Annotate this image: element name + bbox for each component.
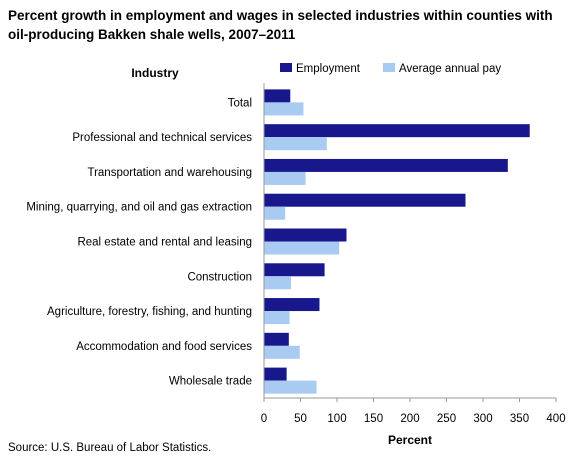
legend-swatch-employment: [280, 63, 292, 72]
category-label: Wholesale trade: [169, 376, 252, 388]
bar-pay-2: [264, 171, 306, 185]
bar-employment-3: [264, 193, 466, 207]
bar-employment-7: [264, 332, 289, 346]
bar-employment-1: [264, 124, 530, 138]
bar-pay-3: [264, 206, 286, 220]
category-label: Agriculture, forestry, fishing, and hunt…: [47, 306, 252, 318]
x-tick-label: 100: [327, 413, 346, 425]
category-label: Construction: [187, 271, 252, 283]
x-tick-label: 250: [437, 413, 456, 425]
x-tick-label: 350: [510, 413, 529, 425]
category-labels: Total Professional and technical services…: [26, 97, 252, 387]
x-axis: 0 50 100 150 200 250 300 350 400: [261, 83, 566, 425]
bar-pay-4: [264, 241, 340, 255]
x-tick-label: 50: [294, 413, 307, 425]
y-axis-title: Industry: [131, 66, 179, 80]
bar-employment-8: [264, 367, 287, 381]
bar-pay-1: [264, 137, 327, 151]
bar-pay-7: [264, 345, 300, 359]
x-tick-label: 200: [400, 413, 419, 425]
chart-title: Percent growth in employment and wages i…: [8, 8, 553, 42]
source-note: Source: U.S. Bureau of Labor Statistics.: [8, 442, 212, 454]
legend-swatch-pay: [383, 63, 395, 72]
bar-employment-5: [264, 263, 325, 277]
x-tick-label: 0: [261, 413, 267, 425]
bar-pay-6: [264, 311, 290, 325]
x-tick-label: 300: [473, 413, 492, 425]
legend-label-employment: Employment: [296, 63, 361, 75]
category-label: Accommodation and food services: [76, 341, 252, 353]
bar-pay-0: [264, 102, 304, 116]
legend: Employment Average annual pay: [280, 63, 501, 75]
bar-employment-2: [264, 158, 508, 172]
bars: [264, 89, 530, 394]
category-label: Transportation and warehousing: [87, 167, 252, 179]
bar-employment-6: [264, 298, 320, 312]
bar-employment-0: [264, 89, 291, 103]
category-label: Total: [228, 97, 252, 109]
legend-label-pay: Average annual pay: [399, 63, 501, 75]
bar-pay-5: [264, 276, 292, 290]
bar-employment-4: [264, 228, 347, 242]
x-axis-title: Percent: [388, 433, 432, 447]
category-label: Real estate and rental and leasing: [77, 237, 252, 249]
bar-pay-8: [264, 380, 317, 394]
x-tick-label: 400: [546, 413, 565, 425]
x-tick-label: 150: [364, 413, 383, 425]
category-label: Mining, quarrying, and oil and gas extra…: [26, 202, 252, 214]
category-label: Professional and technical services: [72, 132, 252, 144]
